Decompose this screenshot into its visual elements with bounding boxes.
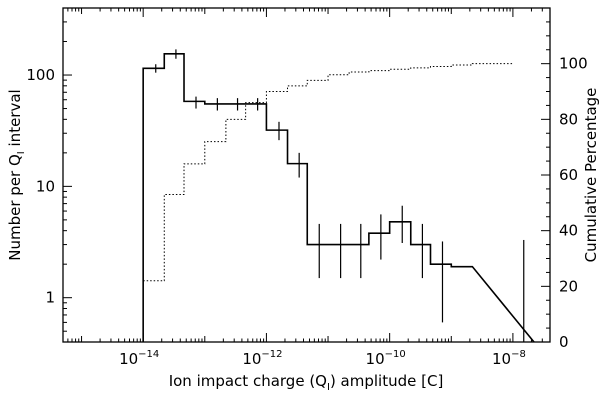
y-right-tick-label: 0: [559, 333, 569, 351]
y-right-axis-ticks: 0 20 40 60 80 100: [541, 7, 588, 351]
histogram-step-line: [142, 53, 535, 343]
y-right-tick-label: 100: [559, 55, 588, 73]
histogram-series: [142, 53, 535, 343]
y-left-axis-label: Number per QI interval: [6, 89, 27, 260]
y-right-tick-label: 20: [559, 277, 578, 295]
cumulative-series: [143, 63, 513, 282]
x-tick-label: 10−12: [242, 349, 282, 368]
x-axis-ticks: 10−14 10−12 10−10 10−8: [62, 8, 551, 368]
y-right-tick-label: 60: [559, 166, 578, 184]
y-right-tick-label: 40: [559, 222, 578, 240]
y-right-axis-label: Cumulative Percentage: [582, 88, 600, 263]
y-right-tick-label: 80: [559, 110, 578, 128]
y-left-tick-label: 10: [36, 177, 55, 195]
x-tick-label: 10−8: [492, 349, 526, 368]
error-bars: [155, 49, 525, 342]
x-axis-label: Ion impact charge (QI) amplitude [C]: [169, 372, 444, 393]
x-tick-label: 10−14: [119, 349, 159, 368]
cumulative-step-line: [143, 63, 513, 282]
y-left-tick-label: 100: [26, 66, 55, 84]
y-left-tick-label: 1: [45, 289, 55, 307]
y-left-axis-ticks: 1 10 100: [26, 7, 72, 343]
x-tick-label: 10−10: [366, 349, 406, 368]
